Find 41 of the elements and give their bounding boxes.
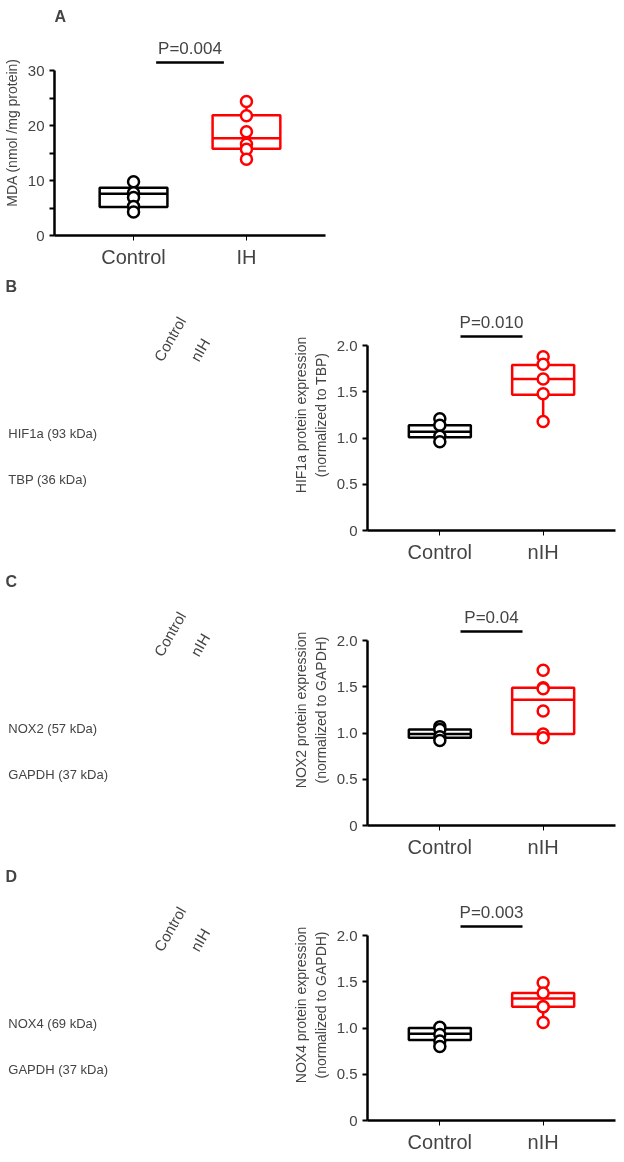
text: nIH <box>186 925 214 955</box>
chart-title: A <box>54 7 67 25</box>
y-tick-label: 0 <box>36 226 45 244</box>
y-tick-label: 0 <box>349 1111 358 1129</box>
y-tick-label: 0 <box>349 816 358 834</box>
y-tick-label: 1.5 <box>336 972 358 990</box>
y-tick-label: 1.5 <box>336 382 358 400</box>
y-tick-label: 30 <box>27 61 45 79</box>
y-axis-title: NOX4 protein expression (normalized to GAPDH) <box>293 926 329 1084</box>
text: HIF1a (93 kDa) <box>8 425 98 441</box>
text: P=0.004 <box>158 39 222 59</box>
text: P=0.04 <box>464 608 519 628</box>
text: nIH <box>186 335 214 365</box>
y-tick-label: 2.0 <box>336 926 358 944</box>
text: NOX2 (57 kDa) <box>8 720 98 736</box>
y-tick-label: 0.5 <box>336 770 358 788</box>
text: nIH <box>186 630 214 660</box>
text: GAPDH (37 kDa) <box>8 1062 108 1078</box>
y-tick-label: 1.5 <box>336 677 358 695</box>
text: P=0.010 <box>459 313 524 333</box>
y-tick-label: 20 <box>27 116 45 134</box>
y-axis-title: MDA (nmol /mg protein) <box>3 58 20 207</box>
y-tick-label: 0.5 <box>336 475 358 493</box>
y-tick-label: 1.0 <box>336 1019 358 1037</box>
text: GAPDH (37 kDa) <box>8 767 108 783</box>
y-tick-label: 0 <box>349 521 358 539</box>
y-tick-label: 0.5 <box>336 1065 358 1083</box>
y-axis-title: HIF1a protein expression (normalized to TBP) <box>293 336 329 494</box>
text: TBP (36 kDa) <box>8 472 87 488</box>
y-tick-label: 1.0 <box>336 429 358 447</box>
y-axis-title: NOX2 protein expression (normalized to GAPDH) <box>293 631 329 789</box>
text: C <box>5 572 18 590</box>
text: D <box>5 867 18 885</box>
x-tick-label: IH <box>236 245 257 268</box>
y-tick-label: 2.0 <box>336 631 358 649</box>
text: P=0.003 <box>459 903 524 923</box>
text: B <box>5 277 18 295</box>
y-tick-label: 2.0 <box>336 336 358 354</box>
y-tick-label: 10 <box>27 171 45 189</box>
text: NOX4 (69 kDa) <box>8 1015 98 1031</box>
y-tick-label: 1.0 <box>336 724 358 742</box>
